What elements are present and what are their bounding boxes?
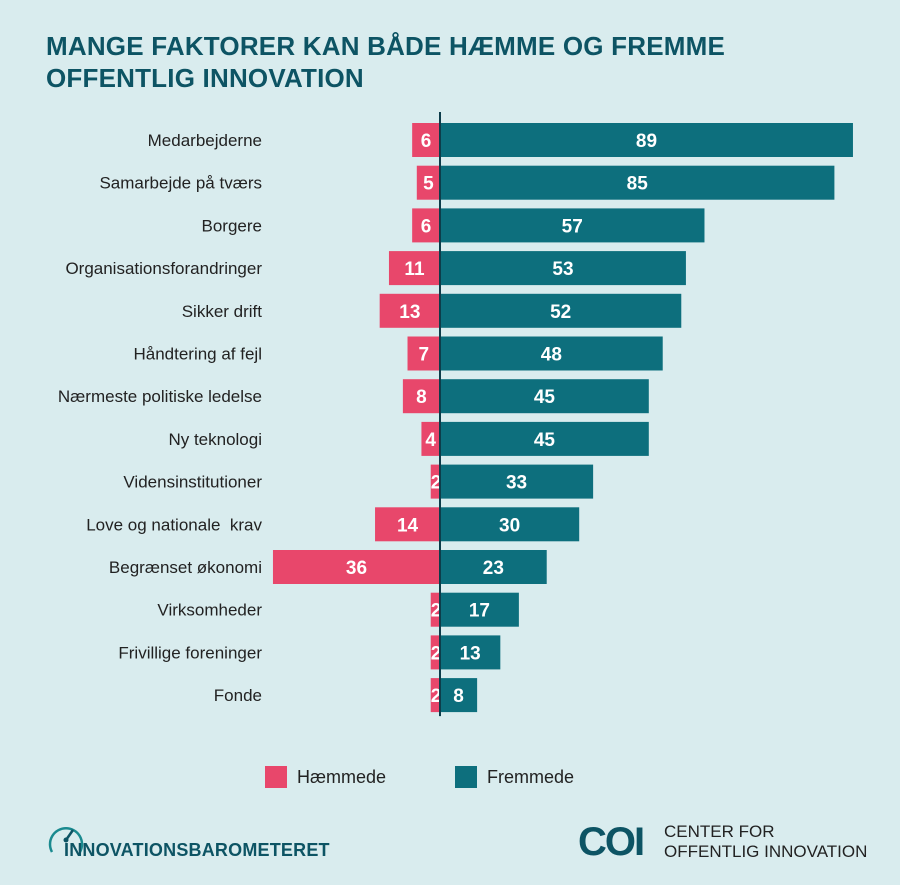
legend-item-fremmede: Fremmede [455,766,574,788]
data-label-haemmede: 4 [425,430,436,451]
bar-fremmede [440,251,686,286]
category-label: Medarbejderne [148,131,262,150]
data-label-fremmede: 85 [627,174,649,195]
category-label: Samarbejde på tværs [99,174,262,193]
category-label: Vidensinstitutioner [123,473,262,492]
category-label: Nærmeste politiske ledelse [58,387,262,406]
data-label-haemmede: 2 [431,643,442,664]
bar-haemmede [402,379,440,414]
data-label-fremmede: 48 [541,345,562,366]
category-label: Ny teknologi [168,430,262,449]
bar-haemmede [272,550,440,584]
data-label-haemmede: 13 [399,302,420,323]
data-label-haemmede: 7 [418,345,429,366]
data-label-fremmede: 52 [550,302,571,323]
data-label-fremmede: 45 [534,430,556,451]
data-label-fremmede: 89 [636,131,657,152]
data-label-haemmede: 6 [421,216,432,237]
data-label-haemmede: 6 [421,131,432,152]
data-label-fremmede: 30 [499,515,520,536]
bar-haemmede [375,507,440,542]
category-label: Frivillige foreninger [118,643,262,662]
bar-haemmede [430,635,440,670]
data-label-haemmede: 8 [416,387,427,408]
bar-fremmede [440,293,682,328]
bar-fremmede [440,678,478,713]
coi-name-line-2: OFFENTLIG INNOVATION [664,842,868,861]
innovationsbarometeret-logo: INNOVATIONSBAROMETERET [46,818,366,868]
category-label: Virksomheder [157,601,262,620]
data-label-fremmede: 33 [506,473,527,494]
data-label-fremmede: 13 [460,643,481,664]
legend-label-haemmede: Hæmmede [297,766,387,787]
bar-fremmede [440,165,835,200]
data-label-fremmede: 8 [453,686,464,707]
bar-fremmede [440,123,853,157]
chart-title-line-1: MANGE FAKTORER KAN BÅDE HÆMME OG FREMME [46,31,725,61]
data-label-haemmede: 2 [431,601,442,622]
bar-fremmede [440,550,547,584]
category-label: Borgere [202,216,262,235]
legend-swatch-haemmede [265,766,287,788]
bar-fremmede [440,379,649,414]
bar-haemmede [430,464,440,499]
diverging-bar-chart: Medarbejderne 6 89 Samarbejde på tværs 5 85 Bo… [58,112,853,717]
data-label-fremmede: 53 [552,259,573,280]
bar-haemmede [388,251,440,286]
innovationsbarometeret-text: INNOVATIONSBAROMETERET [64,840,330,860]
chart-title: MANGE FAKTORER KAN BÅDE HÆMME OG FREMME … [46,30,846,94]
data-label-haemmede: 2 [431,686,442,707]
bar-fremmede [440,592,519,627]
bar-fremmede [440,635,501,670]
bar-fremmede [440,464,594,499]
data-label-fremmede: 17 [469,601,490,622]
bar-haemmede [379,293,440,328]
coi-logo-block: COI CENTER FOR OFFENTLIG INNOVATION [578,822,878,862]
bar-fremmede [440,507,580,542]
data-label-fremmede: 23 [483,558,504,579]
chart-title-line-2: OFFENTLIG INNOVATION [46,63,364,93]
bar-haemmede [430,592,440,627]
category-label: Organisationsforandringer [65,259,262,278]
coi-name-line-1: CENTER FOR [664,822,775,841]
bar-fremmede [440,421,649,456]
legend-item-haemmede: Hæmmede [265,766,386,788]
category-label: Begrænset økonomi [109,558,262,577]
data-label-haemmede: 36 [346,558,367,579]
bar-haemmede [421,421,440,456]
bar-fremmede [440,336,663,371]
data-label-haemmede: 11 [404,259,425,280]
bar-haemmede [412,208,440,243]
coi-name: CENTER FOR OFFENTLIG INNOVATION [664,822,867,862]
category-label: Love og nationale krav [86,515,262,534]
bar-fremmede [440,208,705,243]
category-label: Sikker drift [182,302,263,321]
bar-haemmede [430,678,440,713]
bar-haemmede [407,336,440,371]
legend: Hæmmede Fremmede [0,766,900,792]
data-label-haemmede: 14 [397,515,419,536]
category-label: Fonde [214,686,262,705]
data-label-haemmede: 5 [423,174,434,195]
bar-haemmede [416,165,440,200]
category-label: Håndtering af fejl [133,345,262,364]
legend-swatch-fremmede [455,766,477,788]
data-label-haemmede: 2 [431,473,442,494]
data-label-fremmede: 57 [562,216,583,237]
data-label-fremmede: 45 [534,387,556,408]
gauge-icon [48,827,84,853]
coi-logo: COI [578,820,645,864]
legend-label-fremmede: Fremmede [487,766,575,787]
bar-haemmede [412,123,440,157]
